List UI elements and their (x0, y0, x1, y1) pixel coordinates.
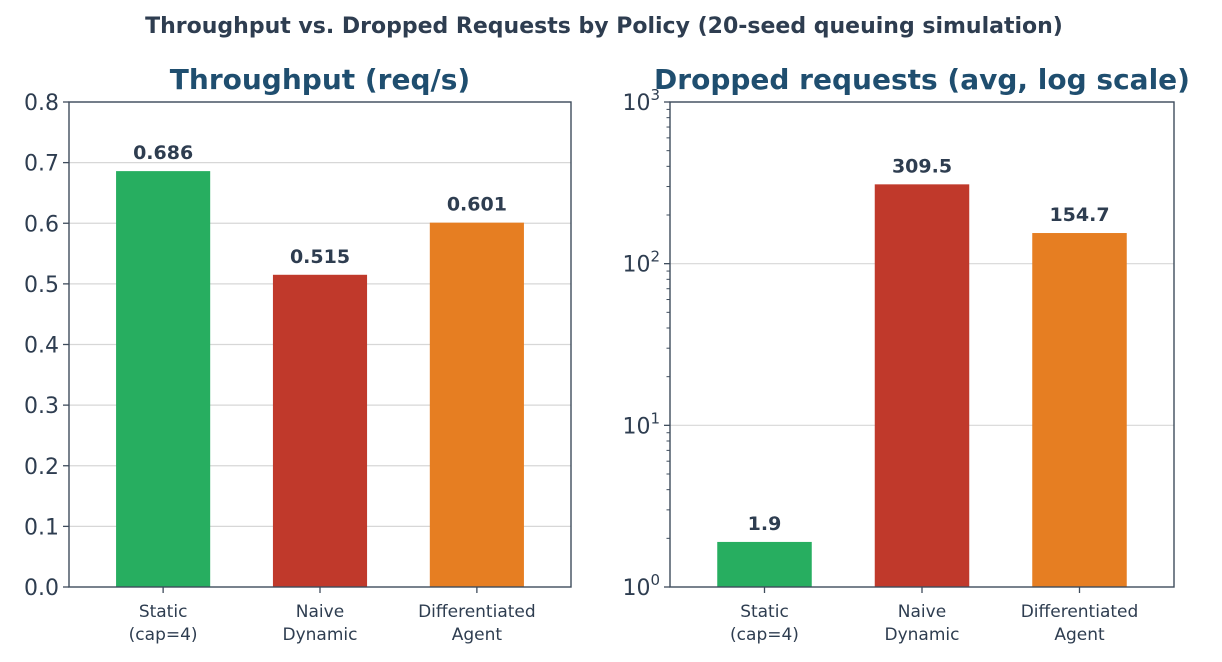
x-tick-label: Static (cap=4) (129, 602, 198, 645)
bar (429, 222, 524, 588)
figure-title: Throughput vs. Dropped Requests by Polic… (145, 14, 1063, 39)
bar-value-label: 309.5 (892, 155, 952, 177)
bar (272, 274, 368, 587)
bar-value-label: 0.515 (290, 246, 350, 268)
y-tick-label: 0.7 (24, 152, 59, 177)
y-tick-label: 102 (622, 248, 660, 278)
x-tick-label: Static (cap=4) (730, 602, 799, 645)
y-tick-label: 103 (622, 86, 660, 116)
y-tick-label: 0.0 (24, 576, 59, 601)
x-tick-label: Naive Dynamic (885, 602, 960, 645)
y-tick-label: 0.5 (24, 273, 59, 298)
x-tick-label: Differentiated Agent (418, 602, 536, 645)
axes-frame (68, 101, 572, 588)
bar-value-label: 0.601 (447, 194, 507, 216)
bar (116, 171, 211, 588)
bar-value-label: 154.7 (1049, 204, 1109, 226)
y-tick-label: 101 (622, 409, 660, 439)
y-tick-label: 0.3 (24, 394, 59, 419)
bar (717, 541, 812, 587)
y-tick-label: 100 (622, 571, 660, 601)
x-tick-label: Differentiated Agent (1021, 602, 1139, 645)
bar (1032, 233, 1127, 587)
axes-frame (669, 101, 1175, 588)
y-tick-label: 0.4 (24, 334, 59, 359)
bar-value-label: 1.9 (748, 513, 782, 535)
y-tick-label: 0.1 (24, 515, 59, 540)
dropped-requests-chart: Dropped requests (avg, log scale) 100 101 1… (622, 63, 1190, 645)
throughput-chart: Throughput (req/s)0.00.10.20.30.40.50.60… (24, 63, 572, 645)
y-tick-label: 0.8 (24, 91, 59, 116)
bar-value-label: 0.686 (133, 142, 193, 164)
x-tick-label: Naive Dynamic (283, 602, 358, 645)
bar (874, 184, 970, 587)
y-tick-label: 0.2 (24, 455, 59, 480)
chart-title: Throughput (req/s) (170, 63, 470, 96)
y-tick-label: 0.6 (24, 212, 59, 237)
chart-title: Dropped requests (avg, log scale) (654, 63, 1190, 96)
